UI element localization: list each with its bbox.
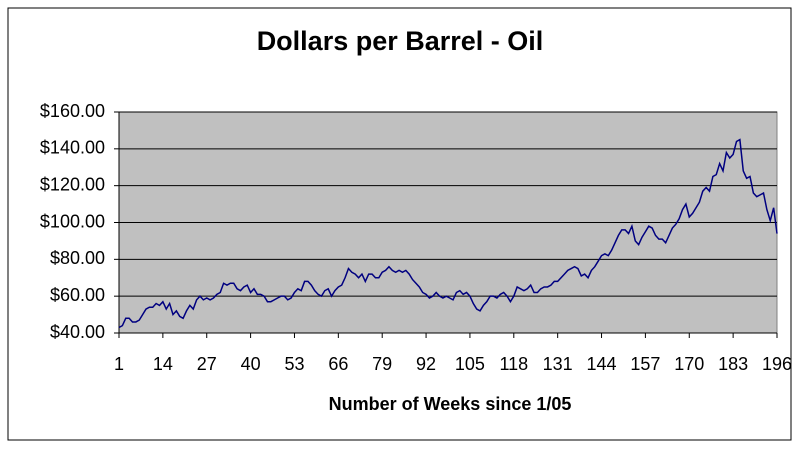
y-tick-label: $160.00 [40,101,105,121]
x-tick-label: 14 [153,354,173,374]
x-tick-label: 27 [197,354,217,374]
x-tick-label: 79 [372,354,392,374]
chart-title: Dollars per Barrel - Oil [257,26,544,56]
x-tick-label: 66 [328,354,348,374]
x-tick-label: 183 [718,354,748,374]
y-tick-label: $60.00 [50,285,105,305]
x-tick-label: 170 [674,354,704,374]
x-tick-label: 53 [284,354,304,374]
x-tick-label: 131 [543,354,573,374]
x-tick-label: 196 [762,354,792,374]
y-tick-label: $80.00 [50,248,105,268]
x-tick-label: 118 [499,354,528,374]
x-axis-title: Number of Weeks since 1/05 [329,394,572,414]
x-tick-label: 40 [241,354,261,374]
x-tick-label: 157 [630,354,660,374]
y-tick-label: $100.00 [40,211,105,231]
y-tick-label: $40.00 [50,322,105,342]
x-tick-label: 92 [416,354,436,374]
price-line [118,138,778,329]
x-tick-label: 105 [455,354,485,374]
x-tick-label: 144 [587,354,617,374]
y-tick-label: $140.00 [40,138,105,158]
x-tick-label: 1 [114,354,124,374]
y-tick-label: $120.00 [40,174,105,194]
